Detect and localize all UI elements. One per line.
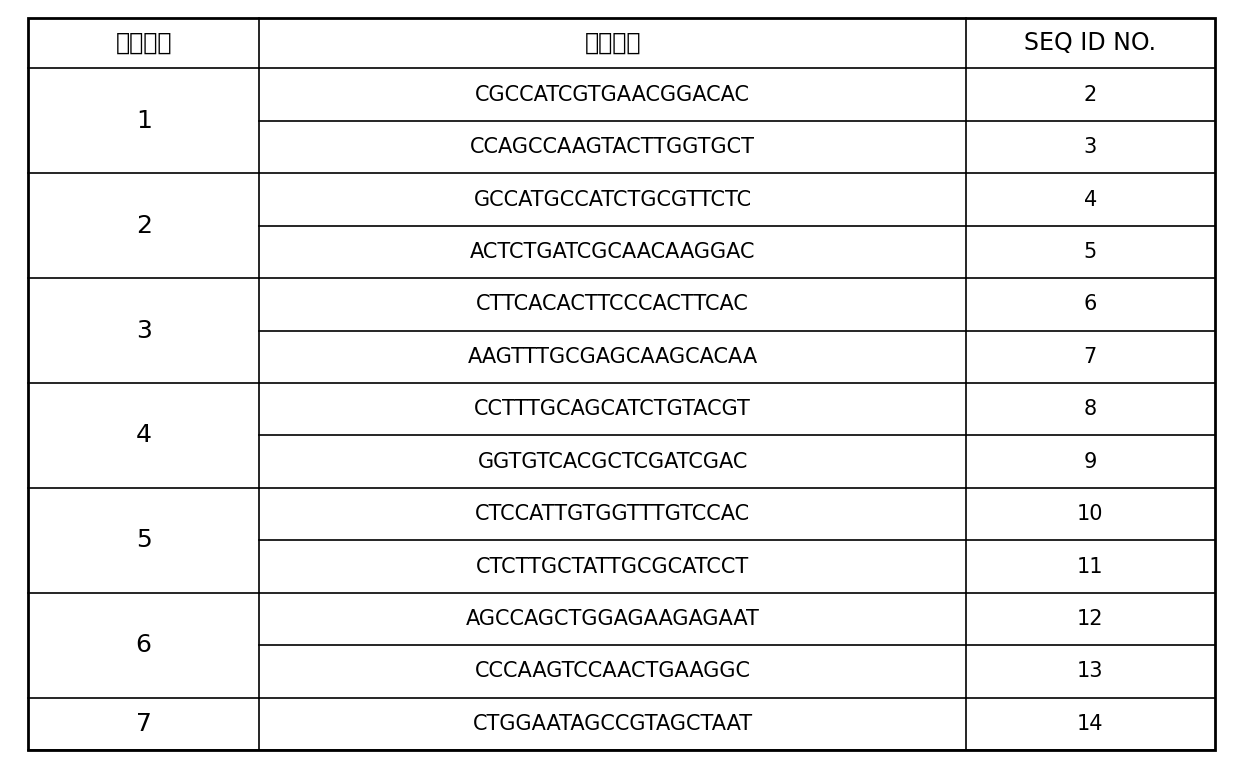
Text: 5: 5 — [136, 529, 151, 552]
Text: GGTGTCACGCTCGATCGAC: GGTGTCACGCTCGATCGAC — [477, 452, 748, 472]
Text: 4: 4 — [135, 424, 151, 447]
Text: CTTCACACTTCCCACTTCAC: CTTCACACTTCCCACTTCAC — [476, 294, 749, 314]
Text: 5: 5 — [1084, 242, 1097, 262]
Text: CCTTTGCAGCATCTGTACGT: CCTTTGCAGCATCTGTACGT — [474, 399, 751, 419]
Text: CCCAAGTCCAACTGAAGGC: CCCAAGTCCAACTGAAGGC — [475, 661, 750, 682]
Text: AGCCAGCTGGAGAAGAGAAT: AGCCAGCTGGAGAAGAGAAT — [466, 609, 760, 629]
Text: 9: 9 — [1084, 452, 1097, 472]
Text: 1: 1 — [136, 109, 151, 133]
Text: ACTCTGATCGCAACAAGGAC: ACTCTGATCGCAACAAGGAC — [470, 242, 755, 262]
Text: 3: 3 — [1084, 137, 1097, 157]
Text: 8: 8 — [1084, 399, 1097, 419]
Text: 13: 13 — [1078, 661, 1104, 682]
Text: 6: 6 — [1084, 294, 1097, 314]
Text: 7: 7 — [136, 712, 151, 736]
Text: 3: 3 — [136, 319, 151, 342]
Text: 引物序号: 引物序号 — [115, 31, 172, 55]
Text: 引物序列: 引物序列 — [584, 31, 641, 55]
Text: 2: 2 — [135, 214, 151, 237]
Text: CTGGAATAGCCGTAGCTAAT: CTGGAATAGCCGTAGCTAAT — [472, 714, 753, 734]
Text: 4: 4 — [1084, 189, 1097, 210]
Text: 2: 2 — [1084, 85, 1097, 105]
Text: 12: 12 — [1078, 609, 1104, 629]
Text: 10: 10 — [1078, 504, 1104, 524]
Text: CTCCATTGTGGTTTGTCCAC: CTCCATTGTGGTTTGTCCAC — [475, 504, 750, 524]
Text: CTCTTGCTATTGCGCATCCT: CTCTTGCTATTGCGCATCCT — [476, 557, 749, 577]
Text: 14: 14 — [1078, 714, 1104, 734]
Text: 11: 11 — [1078, 557, 1104, 577]
Text: AAGTTTGCGAGCAAGCACAA: AAGTTTGCGAGCAAGCACAA — [467, 347, 758, 367]
Text: 6: 6 — [135, 633, 151, 657]
Text: GCCATGCCATCTGCGTTCTC: GCCATGCCATCTGCGTTCTC — [474, 189, 751, 210]
Text: 7: 7 — [1084, 347, 1097, 367]
Text: CCAGCCAAGTACTTGGTGCT: CCAGCCAAGTACTTGGTGCT — [470, 137, 755, 157]
Text: CGCCATCGTGAACGGACAC: CGCCATCGTGAACGGACAC — [475, 85, 750, 105]
Text: SEQ ID NO.: SEQ ID NO. — [1024, 31, 1157, 55]
